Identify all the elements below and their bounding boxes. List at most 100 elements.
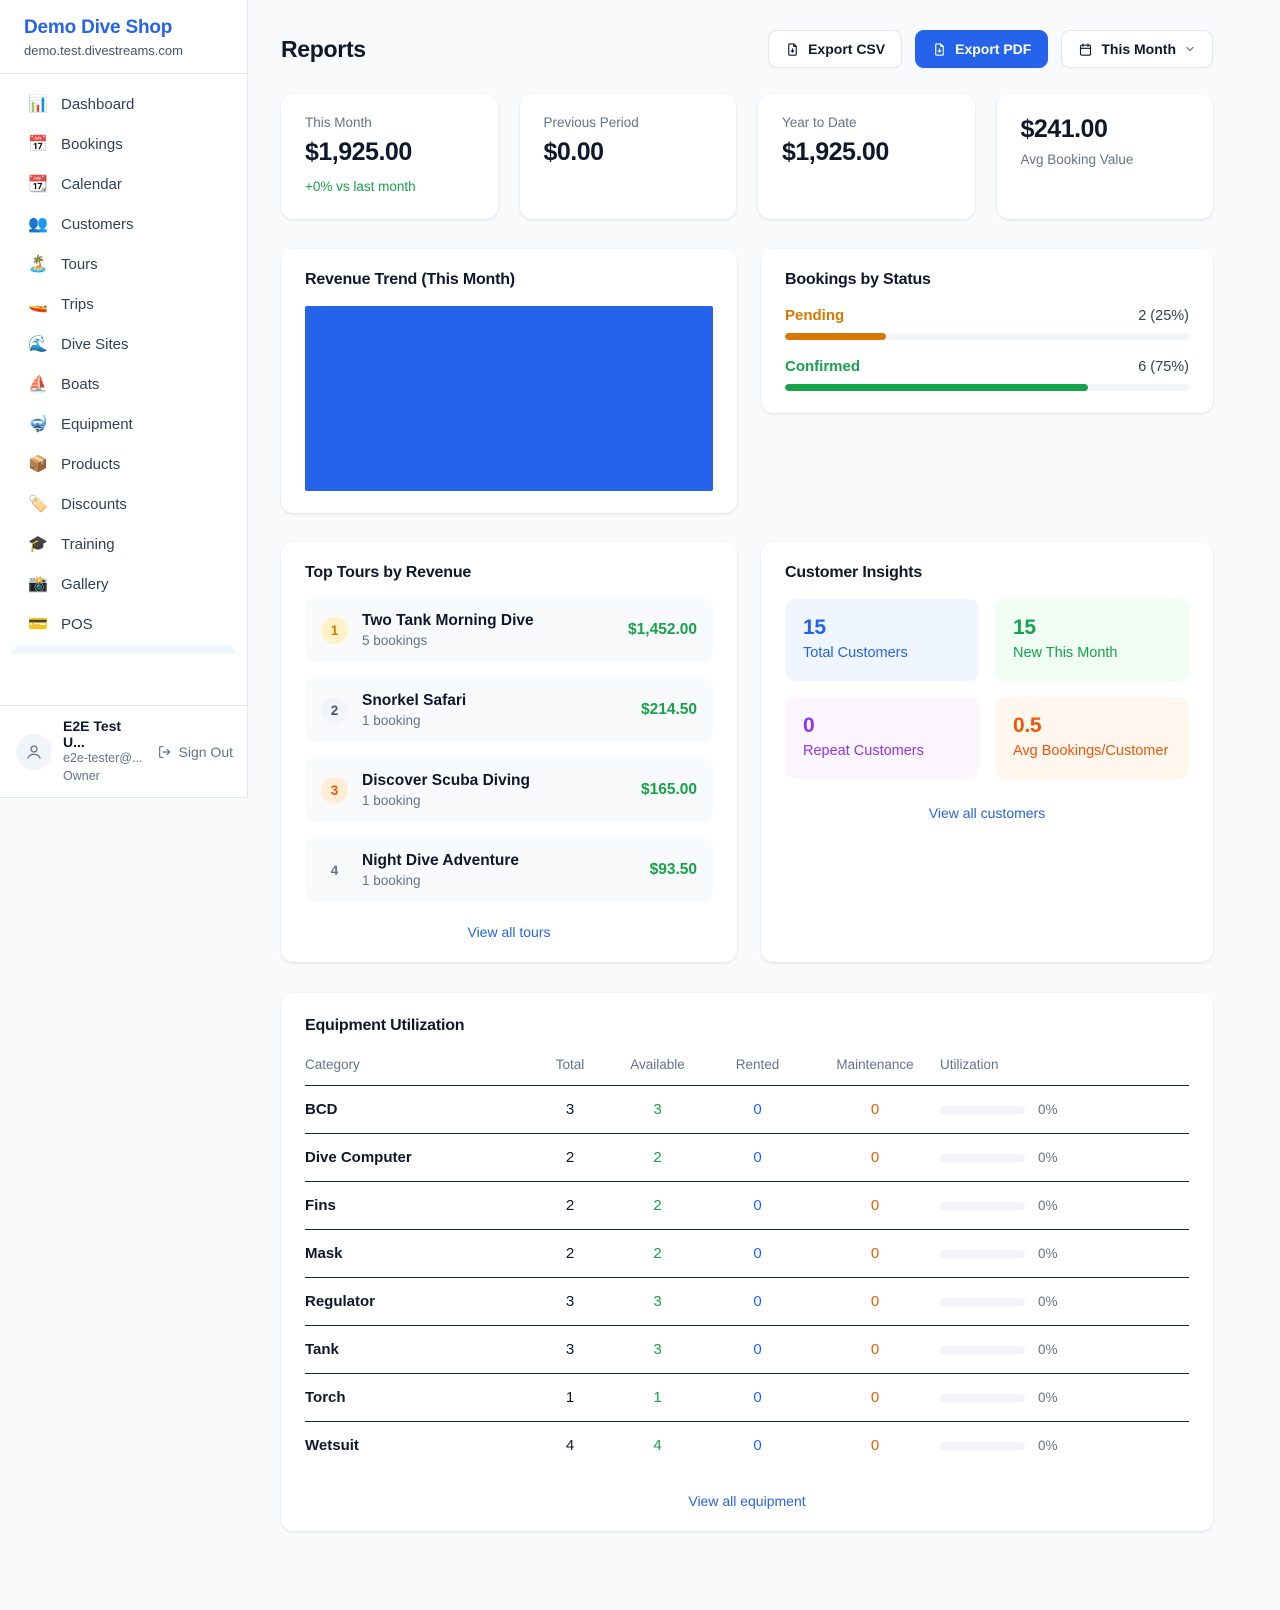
tag-icon: 🏷️ <box>28 496 48 513</box>
calendar-icon <box>1080 42 1092 56</box>
cell-total: 2 <box>565 1197 575 1214</box>
cell-rented: 0 <box>753 1101 762 1118</box>
sidebar-item-products[interactable]: 📦 Products <box>12 444 235 484</box>
tour-bookings: 1 booking <box>362 793 421 808</box>
view-all-tours-link[interactable]: View all tours <box>467 924 551 940</box>
calendar-17-icon: 📅 <box>28 136 48 153</box>
sidebar-item-pos[interactable]: 💳 POS <box>12 604 235 644</box>
speedboat-icon: 🚤 <box>28 296 48 313</box>
cell-utilization: 0% <box>940 1342 1189 1357</box>
period-select[interactable]: This Month <box>1061 30 1213 68</box>
cell-maintenance: 0 <box>870 1437 880 1454</box>
view-all-equipment-link[interactable]: View all equipment <box>688 1493 806 1509</box>
cell-utilization: 0% <box>940 1390 1189 1405</box>
sidebar-item-boats[interactable]: ⛵ Boats <box>12 364 235 404</box>
tour-name: Night Dive Adventure <box>362 852 520 869</box>
cell-maintenance: 0 <box>870 1149 880 1166</box>
revenue-trend-title: Revenue Trend (This Month) <box>305 271 515 288</box>
table-row: Torch 1 1 0 0 0% <box>305 1374 1189 1422</box>
tour-list-item[interactable]: 1 Two Tank Morning Dive 5 bookings $1,45… <box>305 598 713 662</box>
col-header-category: Category <box>305 1057 360 1072</box>
sidebar-item-bookings[interactable]: 📅 Bookings <box>12 124 235 164</box>
cell-category: Mask <box>305 1245 343 1262</box>
people-icon: 👥 <box>28 216 48 233</box>
status-bar-fill-confirmed <box>785 384 1088 391</box>
utilization-bar-track <box>940 1249 1025 1258</box>
cell-available: 3 <box>653 1101 662 1118</box>
insight-label: Avg Bookings/Customer <box>1013 743 1169 759</box>
sidebar-item-tours[interactable]: 🏝️ Tours <box>12 244 235 284</box>
camera-icon: 📸 <box>28 576 48 593</box>
cell-utilization: 0% <box>940 1246 1189 1261</box>
stat-value: $1,925.00 <box>305 138 412 166</box>
user-meta: E2E Test U... e2e-tester@... Owner <box>63 718 146 785</box>
brand-name: Demo Dive Shop <box>24 17 173 38</box>
rank-badge: 3 <box>321 776 348 804</box>
utilization-bar-track <box>940 1345 1025 1354</box>
view-all-customers-link[interactable]: View all customers <box>928 805 1046 821</box>
table-row: Fins 2 2 0 0 0% <box>305 1182 1189 1230</box>
stat-card-year-to-date: Year to Date $1,925.00 <box>758 94 975 219</box>
col-header-utilization: Utilization <box>940 1057 999 1072</box>
diving-mask-icon: 🤿 <box>28 416 48 433</box>
insight-label: Repeat Customers <box>803 743 924 759</box>
tour-list-item[interactable]: 4 Night Dive Adventure 1 booking $93.50 <box>305 838 713 902</box>
stat-change-note: +0% vs last month <box>305 179 416 194</box>
table-header-row: Category Total Available Rented Maintena… <box>305 1057 1189 1086</box>
sign-out-button[interactable]: Sign Out <box>157 744 233 760</box>
sidebar-item-gallery[interactable]: 📸 Gallery <box>12 564 235 604</box>
sidebar-item-trips[interactable]: 🚤 Trips <box>12 284 235 324</box>
sidebar-item-calendar[interactable]: 📆 Calendar <box>12 164 235 204</box>
sidebar-item-dashboard[interactable]: 📊 Dashboard <box>12 84 235 124</box>
avatar <box>16 733 52 770</box>
insight-new-this-month: 15 New This Month <box>995 599 1189 681</box>
package-icon: 📦 <box>28 456 48 473</box>
chevron-down-icon <box>1186 47 1194 51</box>
cell-category: Regulator <box>305 1293 376 1310</box>
charts-row: Revenue Trend (This Month) Bookings by S… <box>281 249 1213 513</box>
rank-badge: 1 <box>321 616 348 644</box>
sidebar-item-dive-sites[interactable]: 🌊 Dive Sites <box>12 324 235 364</box>
utilization-bar-track <box>940 1297 1025 1306</box>
sidebar-item-equipment[interactable]: 🤿 Equipment <box>12 404 235 444</box>
sidebar-item-discounts[interactable]: 🏷️ Discounts <box>12 484 235 524</box>
brand-block: Demo Dive Shop demo.test.divestreams.com <box>0 0 247 74</box>
sidebar-item-label: Training <box>61 535 115 553</box>
cell-total: 2 <box>565 1149 575 1166</box>
utilization-bar-track <box>940 1153 1025 1162</box>
tour-bookings: 5 bookings <box>362 633 428 648</box>
utilization-percent: 0% <box>1038 1342 1058 1357</box>
tour-list-item[interactable]: 3 Discover Scuba Diving 1 booking $165.0… <box>305 758 713 822</box>
stat-cards: This Month $1,925.00 +0% vs last month P… <box>281 94 1213 219</box>
export-pdf-button[interactable]: Export PDF <box>915 30 1049 68</box>
sidebar-item-customers[interactable]: 👥 Customers <box>12 204 235 244</box>
customer-insights-title: Customer Insights <box>785 564 923 581</box>
insight-label: New This Month <box>1013 645 1118 661</box>
cell-total: 4 <box>565 1437 575 1454</box>
col-header-maintenance: Maintenance <box>836 1057 914 1072</box>
user-name: E2E Test U... <box>63 718 122 750</box>
sidebar-item-reports-partial[interactable] <box>12 645 235 654</box>
stat-label: Avg Booking Value <box>1020 152 1134 167</box>
sidebar: Demo Dive Shop demo.test.divestreams.com… <box>0 0 248 798</box>
cell-utilization: 0% <box>940 1198 1189 1213</box>
stat-card-this-month: This Month $1,925.00 +0% vs last month <box>281 94 498 219</box>
cell-rented: 0 <box>753 1437 762 1454</box>
export-csv-button[interactable]: Export CSV <box>768 30 903 68</box>
sidebar-item-label: Trips <box>61 295 94 313</box>
stat-label: This Month <box>305 115 372 130</box>
table-row: Regulator 3 3 0 0 0% <box>305 1278 1189 1326</box>
cell-rented: 0 <box>753 1149 762 1166</box>
status-bar-fill-pending <box>785 333 886 340</box>
tour-revenue: $1,452.00 <box>628 621 697 638</box>
cell-maintenance: 0 <box>870 1101 880 1118</box>
insight-value: 0.5 <box>1013 714 1042 737</box>
sidebar-item-label: Dashboard <box>61 95 135 113</box>
tour-list-item[interactable]: 2 Snorkel Safari 1 booking $214.50 <box>305 678 713 742</box>
table-row: Wetsuit 4 4 0 0 0% <box>305 1422 1189 1469</box>
stat-card-previous-period: Previous Period $0.00 <box>519 94 736 219</box>
sidebar-item-training[interactable]: 🎓 Training <box>12 524 235 564</box>
revenue-trend-card: Revenue Trend (This Month) <box>281 249 737 513</box>
table-row: Mask 2 2 0 0 0% <box>305 1230 1189 1278</box>
cell-total: 3 <box>565 1293 575 1310</box>
